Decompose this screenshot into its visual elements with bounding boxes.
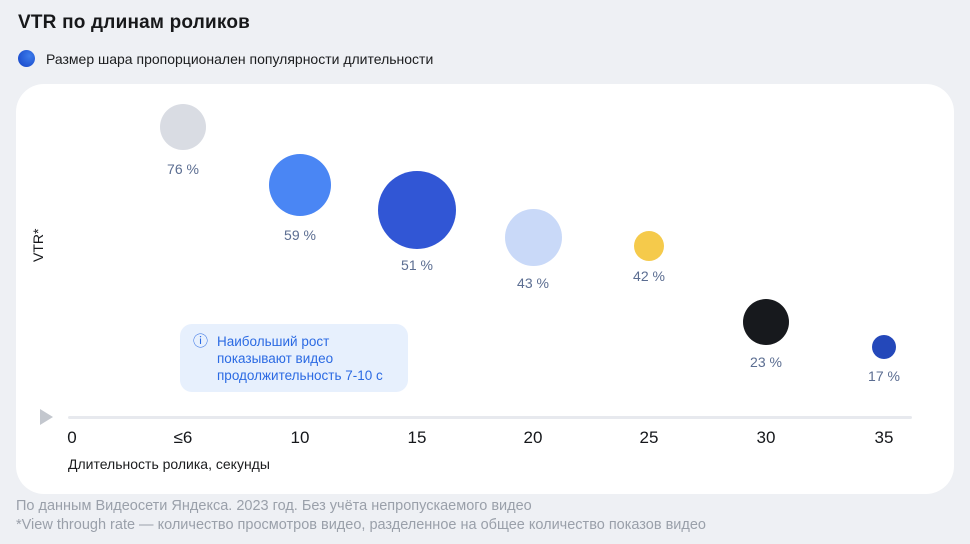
bubble-duration-le6 bbox=[160, 104, 206, 150]
footnote-definition: *View through rate — количество просмотр… bbox=[16, 517, 706, 533]
annotation-line: Наибольший рост bbox=[217, 334, 330, 349]
footnote-source: По данным Видеосети Яндекса. 2023 год. Б… bbox=[16, 498, 532, 514]
x-tick: 0 bbox=[67, 428, 77, 447]
bubble-value-label: 42 % bbox=[633, 268, 665, 284]
page-title: VTR по длинам роликов bbox=[18, 12, 251, 33]
annotation-callout: ⓘ Наибольший рост показывают видео продо… bbox=[180, 324, 408, 392]
x-tick: 30 bbox=[756, 428, 776, 447]
annotation-line: продолжительность 7-10 с bbox=[217, 368, 383, 383]
bubble-duration-10 bbox=[269, 154, 331, 216]
chart-card: VTR* 76 % 59 % 51 % 43 % 42 % 23 % 17 % … bbox=[16, 84, 954, 494]
y-axis-label: VTR* bbox=[30, 228, 46, 262]
bubble-value-label: 23 % bbox=[750, 354, 782, 370]
bubble-duration-35 bbox=[872, 335, 896, 359]
bubble-value-label: 17 % bbox=[868, 368, 900, 384]
legend-label: Размер шара пропорционален популярности … bbox=[46, 50, 434, 67]
x-tick: 35 bbox=[874, 428, 894, 447]
x-tick: 15 bbox=[407, 428, 427, 447]
bubble-value-label: 43 % bbox=[517, 275, 549, 291]
annotation-line: показывают видео bbox=[217, 351, 334, 366]
bubble-value-label: 59 % bbox=[284, 227, 316, 243]
info-icon: ⓘ bbox=[193, 333, 209, 350]
bubble-value-label: 51 % bbox=[401, 257, 433, 273]
bubble-value-label: 76 % bbox=[167, 161, 199, 177]
x-axis-label: Длительность ролика, секунды bbox=[68, 456, 270, 472]
axis-arrow-icon bbox=[40, 409, 53, 425]
x-axis-line bbox=[68, 416, 912, 419]
legend: Размер шара пропорционален популярности … bbox=[18, 50, 433, 67]
bubble-duration-25 bbox=[634, 231, 664, 261]
bubble-size-legend-icon bbox=[18, 50, 35, 67]
bubble-duration-20 bbox=[505, 209, 562, 266]
bubble-duration-30 bbox=[743, 299, 789, 345]
x-tick: 25 bbox=[639, 428, 659, 447]
x-tick: 10 bbox=[290, 428, 310, 447]
x-tick: ≤6 bbox=[173, 428, 193, 447]
x-tick: 20 bbox=[523, 428, 543, 447]
bubble-duration-15 bbox=[378, 171, 456, 249]
